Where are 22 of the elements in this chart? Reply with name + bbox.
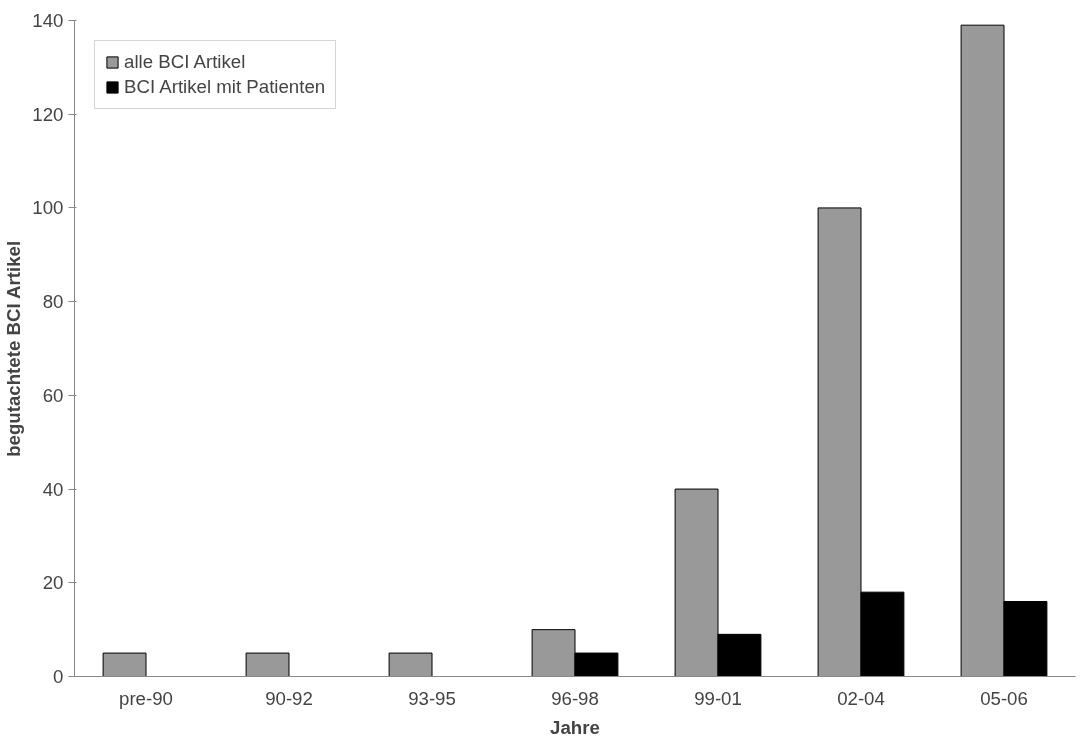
- y-tick-label: 120: [32, 103, 64, 125]
- y-tick-label: 140: [32, 10, 64, 31]
- x-tick-label: 99-01: [694, 687, 742, 709]
- y-axis-title: begutachtete BCI Artikel: [3, 240, 25, 457]
- legend-label: alle BCI Artikel: [124, 51, 246, 73]
- x-tick-label: 02-04: [837, 687, 885, 709]
- bar: [388, 652, 433, 677]
- y-tick-label: 60: [42, 384, 64, 406]
- legend-label: BCI Artikel mit Patienten: [124, 76, 326, 98]
- x-tick-label: pre-90: [119, 687, 173, 709]
- y-tick-label: 40: [42, 478, 64, 500]
- x-axis-title: Jahre: [550, 716, 600, 738]
- y-tick-label: 20: [42, 572, 64, 594]
- bar: [102, 652, 147, 677]
- x-tick-label: 96-98: [551, 687, 599, 709]
- y-tick-label: 0: [53, 666, 64, 687]
- y-tick-label: 100: [32, 197, 64, 219]
- bar: [245, 652, 290, 677]
- y-tick-label: 80: [42, 291, 64, 313]
- x-tick-label: 05-06: [980, 687, 1028, 709]
- x-tick-label: 90-92: [265, 687, 313, 709]
- x-tick-label: 93-95: [408, 687, 456, 709]
